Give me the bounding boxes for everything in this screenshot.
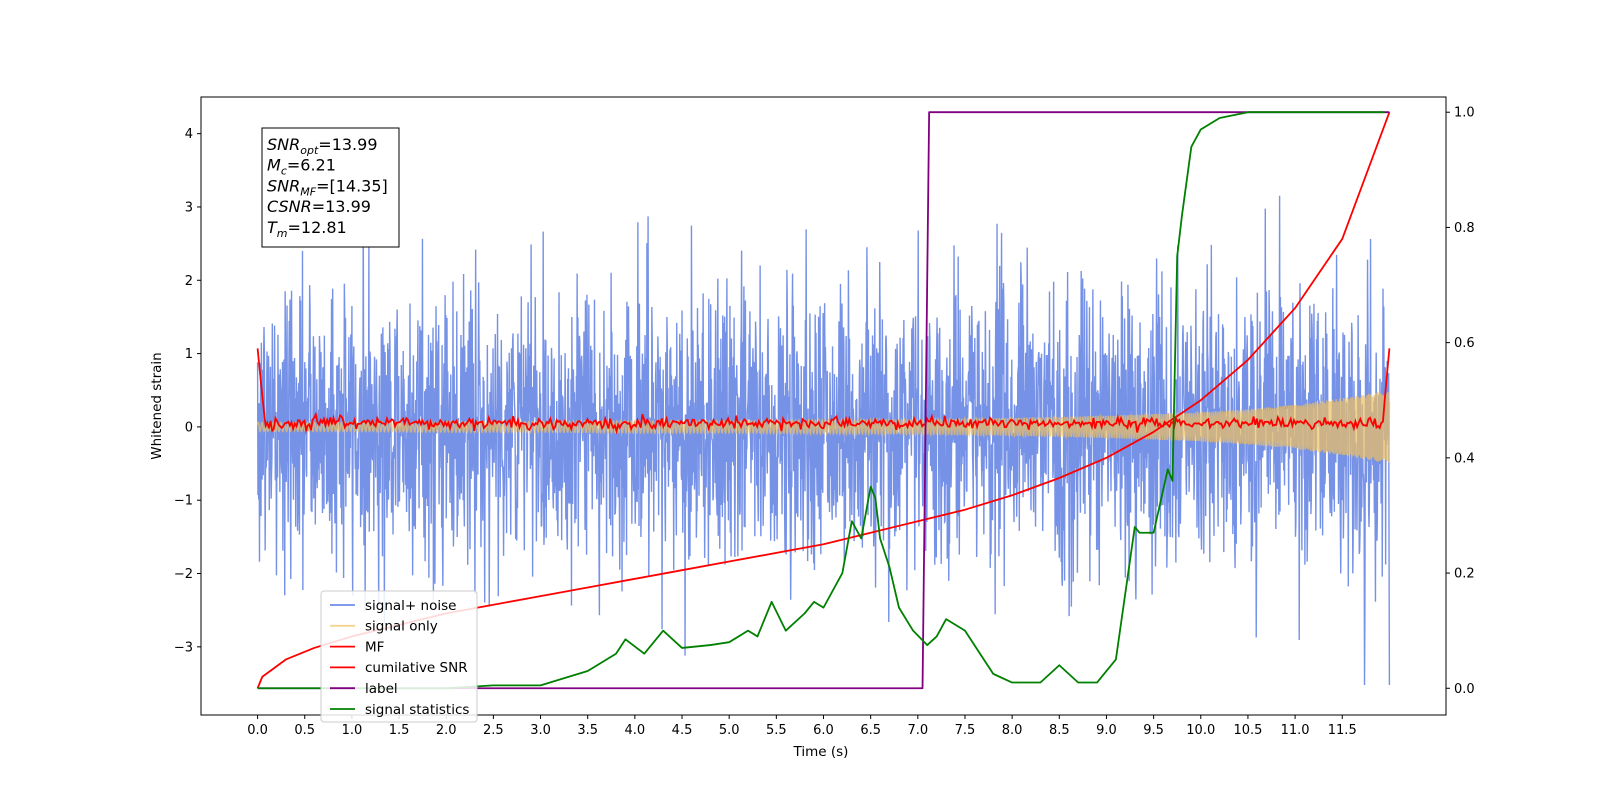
y-right-tick-label: 0.8 xyxy=(1454,221,1475,236)
annotation-value: =13.99 xyxy=(312,197,371,216)
x-tick-label: 9.0 xyxy=(1096,723,1117,738)
y-left-tick-label: 3 xyxy=(185,200,193,215)
x-tick-label: 7.0 xyxy=(907,723,928,738)
series-mf-line xyxy=(256,348,1391,435)
y-axis-left: −3 −2 −1 0 1 2 3 4 xyxy=(174,127,201,655)
x-tick-label: 10.0 xyxy=(1186,723,1215,738)
x-tick-label: 4.5 xyxy=(672,723,693,738)
annotation-symbol: SNR xyxy=(267,176,300,195)
x-tick-label: 8.5 xyxy=(1049,723,1070,738)
annotation-box-frame xyxy=(261,127,400,248)
annotation-subscript: m xyxy=(277,227,288,240)
x-tick-label: 0.0 xyxy=(247,723,268,738)
series-label-line xyxy=(257,111,1390,690)
annotation-line: SNRopt=13.99 xyxy=(267,135,378,157)
annotation-subscript: opt xyxy=(300,144,319,157)
annotation-value: =[14.35] xyxy=(316,176,388,195)
x-tick-label: 0.5 xyxy=(294,723,315,738)
x-tick-label: 5.0 xyxy=(719,723,740,738)
x-tick-label: 11.5 xyxy=(1328,723,1357,738)
y-left-tick-label: 4 xyxy=(185,127,193,142)
x-axis: 0.0 0.5 1.0 1.5 2.0 2.5 3.0 3.5 4.0 4.5 5.0 5.5 6.0 6… xyxy=(247,715,1357,738)
y-axis-right: 0.0 0.2 0.4 0.6 0.8 1.0 xyxy=(1446,106,1475,697)
x-tick-label: 1.0 xyxy=(342,723,363,738)
x-tick-label: 4.0 xyxy=(625,723,646,738)
y-left-tick-label: 0 xyxy=(185,420,193,435)
legend: signal+ noise signal only MF cumilative SNR… xyxy=(320,590,478,723)
legend-label: label xyxy=(365,681,398,697)
y-right-tick-label: 0.4 xyxy=(1454,451,1475,466)
y-right-tick-label: 0.2 xyxy=(1454,567,1475,582)
x-tick-label: 6.0 xyxy=(813,723,834,738)
legend-frame xyxy=(320,590,478,723)
annotation-line: CSNR=13.99 xyxy=(267,197,371,216)
y-left-tick-label: 2 xyxy=(185,274,193,289)
x-tick-label: 5.5 xyxy=(766,723,787,738)
annotation-subscript: MF xyxy=(300,185,316,198)
annotation-line: Tm=12.81 xyxy=(267,218,347,240)
x-tick-label: 7.5 xyxy=(955,723,976,738)
y-axis-label-left: Whitened strain xyxy=(149,352,165,459)
y-right-tick-label: 1.0 xyxy=(1454,106,1475,121)
legend-label: signal only xyxy=(365,619,438,635)
series-signal-noise-line xyxy=(256,195,1391,685)
y-left-tick-label: 1 xyxy=(185,347,193,362)
y-left-tick-label: −3 xyxy=(174,640,193,655)
annotation-value: =13.99 xyxy=(318,135,377,154)
annotation-line: SNRMF=[14.35] xyxy=(267,176,388,198)
x-tick-label: 8.0 xyxy=(1002,723,1023,738)
x-tick-label: 3.0 xyxy=(530,723,551,738)
x-tick-label: 2.5 xyxy=(483,723,504,738)
x-tick-label: 11.0 xyxy=(1281,723,1310,738)
annotation-symbol: M xyxy=(267,156,281,175)
annotation-subscript: c xyxy=(281,165,287,178)
x-tick-label: 6.5 xyxy=(860,723,881,738)
series-signal-statistics-line xyxy=(257,111,1385,690)
annotation-value: =12.81 xyxy=(288,218,347,237)
stats-annotation-box: SNRopt=13.99Mc=6.21SNRMF=[14.35]CSNR=13.… xyxy=(261,127,400,248)
legend-label: signal+ noise xyxy=(365,598,456,614)
annotation-line: Mc=6.21 xyxy=(267,156,336,178)
y-right-tick-label: 0.6 xyxy=(1454,336,1475,351)
x-tick-label: 2.0 xyxy=(436,723,457,738)
x-tick-label: 3.5 xyxy=(577,723,598,738)
x-tick-label: 9.5 xyxy=(1143,723,1164,738)
legend-label: signal statistics xyxy=(365,702,469,718)
legend-label: cumilative SNR xyxy=(365,660,468,676)
x-tick-label: 10.5 xyxy=(1233,723,1262,738)
annotation-symbol: SNR xyxy=(267,135,300,154)
x-tick-label: 1.5 xyxy=(389,723,410,738)
annotation-symbol: T xyxy=(267,218,278,237)
annotation-value: =6.21 xyxy=(287,156,336,175)
y-right-tick-label: 0.0 xyxy=(1454,682,1475,697)
annotation-symbol: CSNR xyxy=(267,197,312,216)
y-left-tick-label: −1 xyxy=(174,494,193,509)
legend-label: MF xyxy=(365,639,384,655)
y-left-tick-label: −2 xyxy=(174,567,193,582)
x-axis-label: Time (s) xyxy=(793,744,849,760)
